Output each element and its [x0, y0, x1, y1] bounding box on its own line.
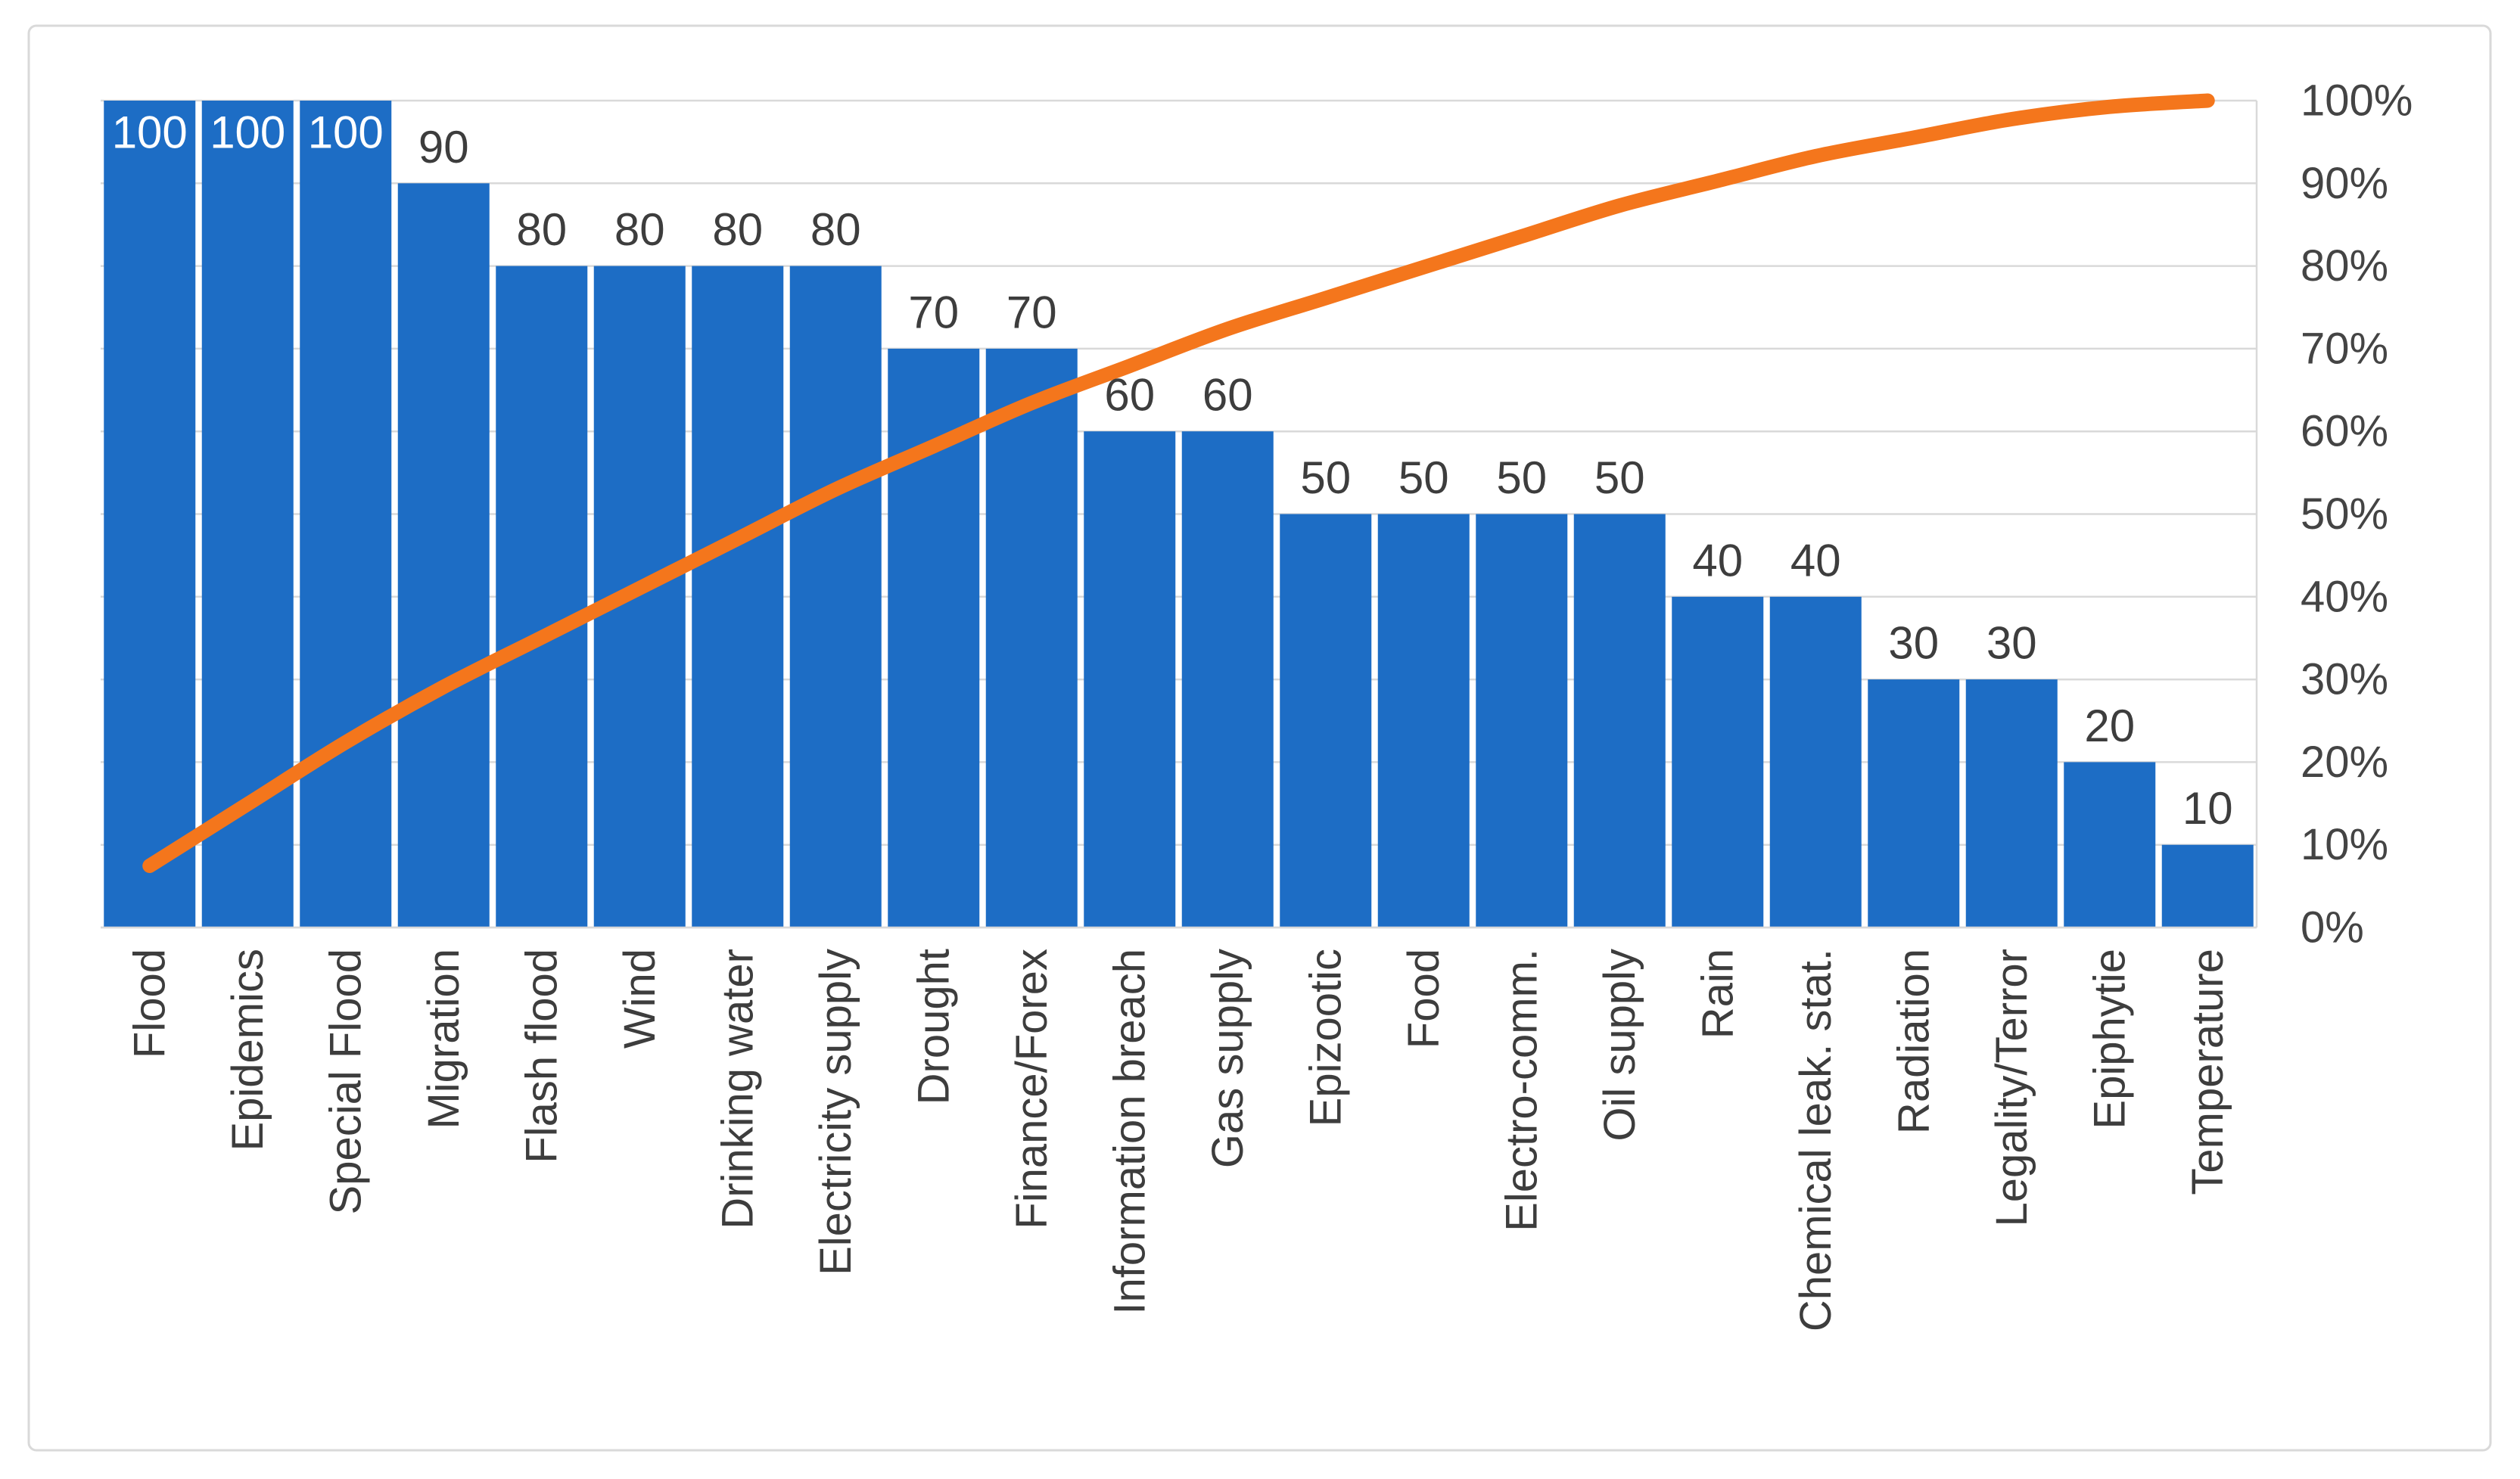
- right-axis-tick-label: 90%: [2301, 159, 2388, 208]
- bar-value-label: 60: [1104, 370, 1155, 421]
- bar: [1084, 431, 1176, 927]
- bar-value-label: 30: [1888, 618, 1939, 669]
- category-label: Wind: [615, 949, 664, 1049]
- right-axis-tick-label: 100%: [2301, 76, 2413, 126]
- category-labels-group: Flood Epidemics Special Flood Migration Flas…: [125, 949, 2232, 1331]
- right-axis-tick-label: 30%: [2301, 655, 2388, 704]
- category-label: Food: [1399, 949, 1448, 1049]
- category-label: Epidemics: [223, 949, 272, 1151]
- bar-value-label: 100: [308, 107, 384, 158]
- category-label: Gas supply: [1203, 949, 1252, 1168]
- bar-value-label: 10: [2182, 783, 2233, 834]
- bar-value-label: 80: [614, 204, 665, 255]
- bar-value-label: 50: [1300, 452, 1351, 503]
- bar: [1280, 514, 1372, 927]
- category-label: Drought: [909, 949, 958, 1105]
- category-label: Radiation: [1889, 949, 1938, 1134]
- right-axis-tick-label: 50%: [2301, 489, 2388, 539]
- bar-value-label: 100: [112, 107, 188, 158]
- bars-group: [104, 101, 2254, 928]
- bar: [1181, 431, 1274, 927]
- bar-value-label: 40: [1790, 535, 1841, 586]
- bar: [2161, 844, 2254, 927]
- bar-value-label: 80: [516, 204, 567, 255]
- bar: [985, 348, 1078, 927]
- bar-value-labels-group: 100 100 100 90 80 80 80 80 70 70 60 60 50 50 50 50 40 40 3…: [112, 107, 2233, 834]
- bar: [789, 266, 882, 928]
- right-axis-tick-label: 60%: [2301, 407, 2388, 456]
- bar: [1377, 514, 1470, 927]
- bar-value-label: 80: [712, 204, 763, 255]
- cumulative-line: [142, 93, 2215, 873]
- bar: [1672, 596, 1764, 927]
- category-label: Legality/Terror: [1987, 949, 2036, 1226]
- bar: [692, 266, 784, 928]
- category-label: Rain: [1693, 949, 1742, 1039]
- category-label: Flash flood: [517, 949, 566, 1164]
- category-label: Information breach: [1105, 949, 1154, 1315]
- bar-value-label: 50: [1398, 452, 1449, 503]
- bar: [300, 101, 392, 927]
- bar: [1573, 514, 1666, 927]
- category-label: Electro-comm.: [1497, 949, 1546, 1232]
- bar: [397, 183, 490, 928]
- bar-value-label: 40: [1692, 535, 1743, 586]
- bar-value-label: 80: [810, 204, 861, 255]
- category-label: Finance/Forex: [1007, 949, 1056, 1229]
- bar: [1769, 596, 1862, 927]
- axis-lines-group: [101, 101, 2258, 929]
- right-axis-tick-label: 70%: [2301, 324, 2388, 373]
- bar-value-label: 20: [2084, 701, 2135, 751]
- category-label: Flood: [125, 949, 174, 1058]
- right-axis-tick-label: 80%: [2301, 241, 2388, 291]
- category-label: Drinking water: [713, 949, 762, 1229]
- category-label: Special Flood: [321, 949, 370, 1214]
- bar: [104, 101, 196, 927]
- bar-value-label: 90: [418, 122, 469, 172]
- bar-value-label: 30: [1986, 618, 2037, 669]
- bar: [2064, 762, 2156, 927]
- bar: [1868, 679, 1960, 927]
- bar-value-label: 100: [210, 107, 285, 158]
- cumulative-line-group: [142, 93, 2215, 873]
- bar-value-label: 50: [1496, 452, 1547, 503]
- bar: [1476, 514, 1568, 927]
- category-label: Electricity supply: [811, 949, 860, 1275]
- right-axis-tick-label: 20%: [2301, 738, 2388, 787]
- right-axis-tick-label: 10%: [2301, 820, 2388, 869]
- category-label: Oil supply: [1595, 949, 1644, 1142]
- bar-value-label: 70: [1006, 287, 1057, 337]
- category-label: Epiphytie: [2085, 949, 2134, 1129]
- right-axis-tick-label: 0%: [2301, 903, 2364, 952]
- bar: [496, 266, 588, 928]
- bar-value-label: 50: [1594, 452, 1645, 503]
- category-label: Epizootic: [1301, 949, 1350, 1126]
- right-axis-tick-labels-group: 100% 90% 80% 70% 60% 50% 40% 30% 20% 10% 0%: [2301, 76, 2413, 952]
- bar-value-label: 60: [1202, 370, 1253, 421]
- category-label: Temperature: [2183, 949, 2232, 1195]
- category-label: Chemical leak. stat.: [1791, 949, 1840, 1331]
- bar-value-label: 70: [908, 287, 959, 337]
- right-axis-tick-label: 40%: [2301, 572, 2388, 621]
- category-label: Migration: [419, 949, 468, 1129]
- bar: [1965, 679, 2058, 927]
